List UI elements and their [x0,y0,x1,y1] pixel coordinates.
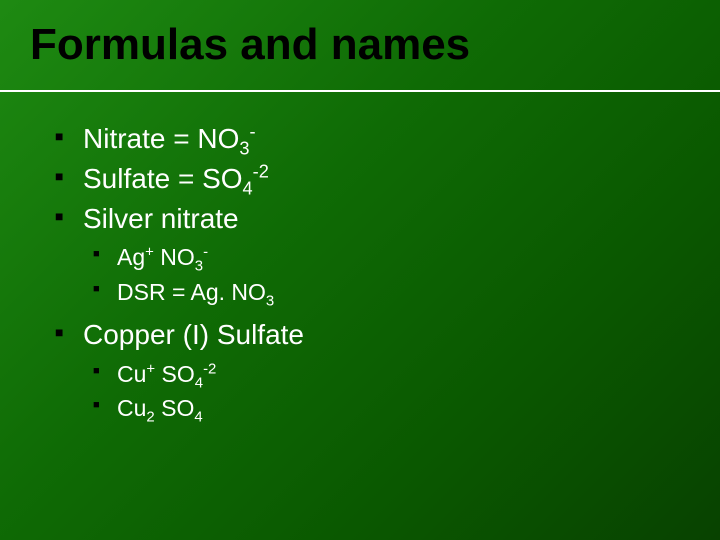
item-text: Cu [117,395,146,421]
item-text: DSR = Ag. NO [117,279,266,305]
item-text: Silver nitrate [83,203,239,234]
page-title: Formulas and names [30,20,470,70]
item-text: Copper (I) Sulfate [83,319,304,350]
list-item: Cu2 SO4 [93,392,680,424]
list-item: Silver nitrate Ag+ NO3- DSR = Ag. NO3 [55,200,680,308]
subscript: 4 [243,178,253,198]
list-item: DSR = Ag. NO3 [93,276,680,308]
sub-bullet-list: Cu+ SO4-2 Cu2 SO4 [93,358,680,424]
list-item: Sulfate = SO4-2 [55,160,680,198]
bullet-list: Nitrate = NO3- Sulfate = SO4-2 Silver ni… [55,120,680,424]
slide-body: Nitrate = NO3- Sulfate = SO4-2 Silver ni… [55,120,680,432]
list-item: Copper (I) Sulfate Cu+ SO4-2 Cu2 SO4 [55,316,680,424]
sub-bullet-list: Ag+ NO3- DSR = Ag. NO3 [93,241,680,307]
superscript: + [146,360,155,377]
title-underline [0,90,720,92]
list-item: Cu+ SO4-2 [93,358,680,390]
subscript: 4 [195,374,203,391]
list-item: Ag+ NO3- [93,241,680,273]
superscript: - [203,244,208,261]
superscript: -2 [253,161,269,181]
item-text: NO [154,244,195,270]
slide: Formulas and names Nitrate = NO3- Sulfat… [0,0,720,540]
subscript: 2 [146,408,154,425]
item-text: Nitrate = NO [83,123,239,154]
superscript: -2 [203,360,216,377]
item-text: SO [155,395,195,421]
item-text: Cu [117,361,146,387]
item-text: Ag [117,244,145,270]
item-text: Sulfate = SO [83,163,243,194]
superscript: + [145,244,154,261]
list-item: Nitrate = NO3- [55,120,680,158]
subscript: 4 [194,408,202,425]
subscript: 3 [195,258,203,275]
subscript: 3 [266,292,274,309]
superscript: - [250,122,256,142]
item-text: SO [155,361,195,387]
subscript: 3 [239,139,249,159]
